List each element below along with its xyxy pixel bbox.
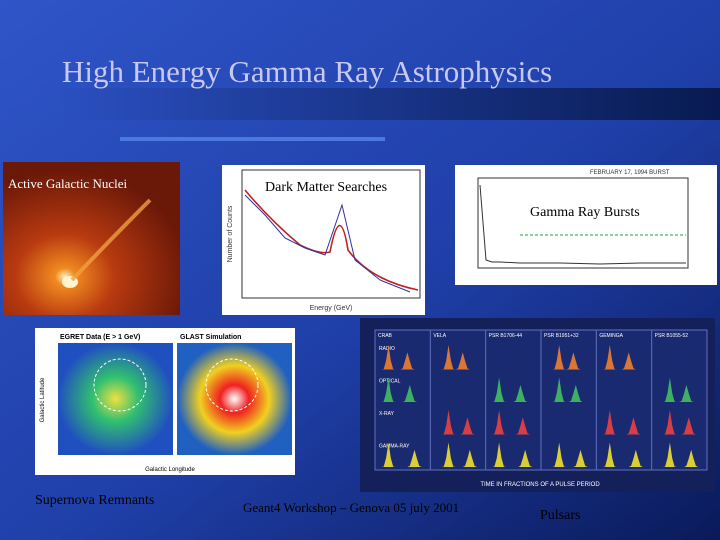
agn-image: Active Galactic Nuclei (3, 162, 180, 315)
pulse-profile (379, 345, 427, 370)
x-axis-label: Galactic Longitude (145, 467, 195, 473)
y-axis-label: Number of Counts (227, 205, 234, 262)
accent-line (120, 137, 385, 141)
y-axis-label: Galactic Latitude (40, 377, 46, 422)
row-label: RADIO (379, 346, 395, 352)
pulse-profile (489, 410, 537, 435)
plot-frame (241, 169, 421, 299)
pulse-profile (600, 345, 648, 370)
panel-label: Supernova Remnants (35, 493, 154, 508)
panel-label: Pulsars (540, 508, 580, 523)
map-title: GLAST Simulation (180, 334, 241, 341)
light-curve (479, 184, 686, 265)
column-label: PSR B1706-44 (489, 333, 523, 339)
column-label: VELA (433, 333, 446, 339)
pulse-profile (545, 345, 593, 370)
map-title: EGRET Data (E > 1 GeV) (60, 334, 140, 341)
grb-plot: FEBRUARY 17, 1994 BURST Gamma Ray Bursts (455, 165, 717, 285)
fit-curve (244, 189, 419, 291)
panel-label: Gamma Ray Bursts (530, 205, 640, 220)
column-label: CRAB (378, 333, 393, 339)
title-band (60, 88, 720, 120)
pulse-profile (655, 410, 703, 435)
pulse-profile (545, 377, 593, 402)
pulse-profile (600, 442, 648, 467)
glast-map (177, 343, 292, 455)
agn-jet (70, 198, 152, 282)
pulse-profile (545, 442, 593, 467)
pulse-profile (655, 442, 703, 467)
x-axis-label: Energy (GeV) (310, 305, 353, 312)
data-points (244, 194, 411, 293)
pulse-profile (600, 410, 648, 435)
pulse-profile (379, 377, 427, 402)
panel-label: Active Galactic Nuclei (8, 176, 127, 191)
pulse-profile (434, 345, 482, 370)
dark-matter-plot: Energy (GeV) Number of Counts Dark Matte… (222, 165, 425, 315)
pulse-profile (655, 377, 703, 402)
footer: Geant4 Workshop – Genova 05 july 2001 (243, 500, 459, 515)
agn-background (3, 162, 180, 315)
plot-background (455, 165, 717, 285)
pulse-profile (434, 410, 482, 435)
plot-frame (477, 177, 689, 269)
column-label: GEMINGA (599, 333, 623, 339)
pulse-profile (434, 442, 482, 467)
plot-background (222, 165, 425, 315)
panel-label: Dark Matter Searches (265, 180, 387, 195)
pulse-profile (489, 377, 537, 402)
plot-heading: FEBRUARY 17, 1994 BURST (590, 170, 670, 176)
pulsar-image: TIME IN FRACTIONS OF A PULSE PERIOD CRAB… (360, 318, 715, 492)
column-label: PSR B1055-52 (655, 333, 689, 339)
slide-title: High Energy Gamma Ray Astrophysics (62, 54, 552, 89)
x-axis-label: TIME IN FRACTIONS OF A PULSE PERIOD (480, 482, 600, 488)
pulse-profile (489, 442, 537, 467)
egret-map (58, 343, 173, 455)
row-label: OPTICAL (379, 379, 401, 385)
snr-shell (93, 358, 147, 412)
pulse-profile (379, 442, 427, 467)
snr-image: EGRET Data (E > 1 GeV) GLAST Simulation … (35, 328, 295, 475)
snr-shell (205, 358, 259, 412)
column-label: PSR B1951+32 (544, 333, 579, 339)
row-label: GAMMA-RAY (379, 444, 410, 450)
row-label: X-RAY (379, 411, 395, 417)
